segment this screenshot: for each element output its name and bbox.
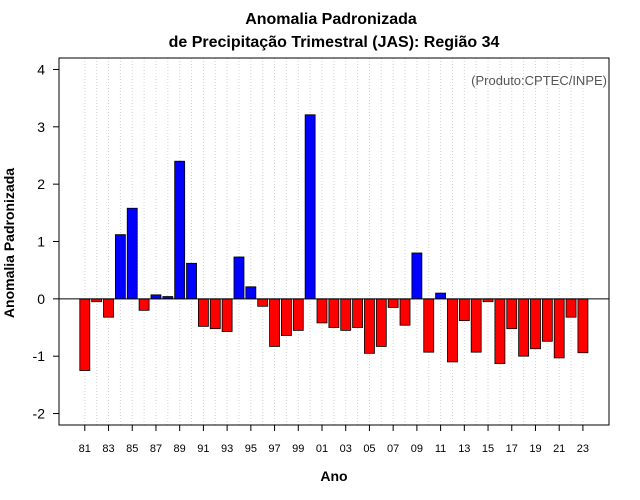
x-tick-label: 85 <box>126 443 138 455</box>
bar-04 <box>352 298 363 328</box>
bar-08 <box>399 298 411 326</box>
x-tick-label: 19 <box>529 443 541 455</box>
x-tick-label: 97 <box>268 443 280 455</box>
chart-title: Anomalia Padronizada <box>245 11 417 28</box>
bar-19 <box>530 298 541 350</box>
x-axis: 81 83 85 87 89 91 93 95 97 99 01 03 05 07 09 11 13 15 17 19… <box>79 425 589 455</box>
x-tick-label: 89 <box>174 443 186 455</box>
y-tick-label: 4 <box>37 61 45 77</box>
bar-07 <box>387 298 399 308</box>
x-tick-label: 05 <box>363 443 375 455</box>
y-tick-label: 3 <box>37 119 45 135</box>
x-tick-label: 21 <box>553 443 565 455</box>
bar-97 <box>269 298 280 347</box>
x-tick-label: 13 <box>458 443 470 455</box>
x-tick-label: 03 <box>340 443 352 455</box>
bar-05 <box>364 298 375 354</box>
y-axis: -2 -1 0 1 2 3 4 <box>33 61 59 422</box>
bar-11 <box>435 292 447 300</box>
bar-12 <box>447 298 458 363</box>
bar-06 <box>375 298 387 347</box>
chart-subtitle: de Precipitação Trimestral (JAS): Região… <box>169 34 500 51</box>
bar-22 <box>565 298 577 318</box>
bar-90 <box>186 262 197 300</box>
x-tick-label: 87 <box>150 443 162 455</box>
bar-81 <box>79 298 91 371</box>
bar-23 <box>577 298 589 354</box>
bar-09 <box>411 252 423 300</box>
bar-98 <box>281 298 292 336</box>
x-tick-label: 83 <box>102 443 114 455</box>
bar-00 <box>304 114 316 300</box>
x-tick-label: 95 <box>245 443 257 455</box>
x-tick-label: 01 <box>316 443 328 455</box>
bars <box>79 114 589 371</box>
bar-87 <box>150 294 162 300</box>
bar-18 <box>518 298 530 357</box>
x-tick-label: 09 <box>411 443 423 455</box>
x-tick-label: 11 <box>435 443 446 455</box>
y-tick-label: 2 <box>37 176 45 192</box>
bar-94 <box>233 256 245 300</box>
x-tick-label: 17 <box>506 443 518 455</box>
bar-03 <box>340 298 352 331</box>
x-axis-title: Ano <box>320 468 347 484</box>
x-tick-label: 81 <box>79 443 91 455</box>
grid-lines <box>84 58 584 425</box>
bar-84 <box>114 234 126 300</box>
x-tick-label: 91 <box>197 443 209 455</box>
x-tick-label: 07 <box>387 443 399 455</box>
y-tick-label: -2 <box>33 406 46 422</box>
x-tick-label: 23 <box>577 443 589 455</box>
bar-95 <box>245 286 257 300</box>
bar-83 <box>103 298 114 318</box>
x-tick-label: 15 <box>482 443 494 455</box>
y-tick-label: 0 <box>37 291 45 307</box>
source-annotation: (Produto:CPTEC/INPE) <box>471 73 607 88</box>
bar-13 <box>458 298 470 322</box>
bar-01 <box>316 298 328 324</box>
bar-92 <box>209 298 221 330</box>
bar-89 <box>174 160 186 300</box>
x-tick-label: 93 <box>221 443 233 455</box>
y-tick-label: 1 <box>37 234 45 250</box>
bar-14 <box>470 298 482 353</box>
bar-96 <box>257 298 269 307</box>
bar-91 <box>197 298 209 327</box>
bar-10 <box>423 298 435 353</box>
y-axis-title: Anomalia Padronizada <box>1 168 17 318</box>
bar-02 <box>328 298 340 328</box>
bar-86 <box>138 298 150 311</box>
bar-99 <box>292 298 304 331</box>
bar-85 <box>126 207 138 300</box>
y-tick-label: -1 <box>33 348 46 364</box>
bar-21 <box>553 298 565 359</box>
x-tick-label: 99 <box>292 443 304 455</box>
bar-93 <box>221 298 233 332</box>
bar-20 <box>541 298 553 342</box>
bar-17 <box>506 298 518 330</box>
bar-16 <box>494 298 506 365</box>
